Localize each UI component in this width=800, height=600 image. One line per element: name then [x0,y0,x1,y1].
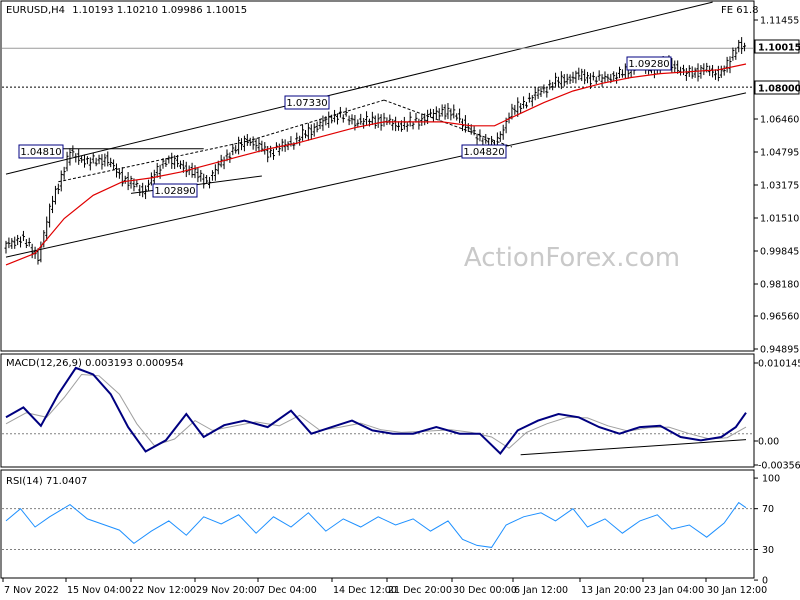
price-annotation-box [284,95,330,110]
rsi-axis: 100 70 30 0 [754,474,780,587]
rsi-line [5,501,747,548]
macd-axis: 0.010145 0.00 -0.003563 [754,359,800,472]
price-axis-tick-label: 0.94895 [760,345,799,356]
rsi-layer [2,501,753,550]
price-annotations-layer: 1.04810 1.02890 1.07330 1.04820 1.09280 FE 61… [18,5,759,198]
macd-trend-line [520,439,747,456]
price-annotation-label: 1.09280 [628,59,669,70]
price-annotation-label: 1.04820 [463,147,504,158]
channel-upper-line [5,1,713,175]
time-axis-tick-label: 14 Dec 12:00 [333,585,397,596]
macd-main-line [5,366,747,456]
rsi-axis-tick-label: 100 [762,474,780,485]
price-annotation-box [152,183,198,198]
macd-layer [2,366,753,456]
price-axis-tick-label: 1.01510 [760,214,799,225]
macd-axis-tick-label: -0.003563 [758,461,800,472]
trend-line-2 [58,140,248,183]
level-price-label: 1.08000 [758,84,800,95]
time-axis-tick-label: 29 Nov 20:00 [196,585,260,596]
rsi-header: RSI(14) 71.0407 [6,476,87,487]
macd-axis-tick-label: 0.00 [758,437,779,448]
moving-average-line [5,63,747,266]
rsi-panel-frame [0,469,755,579]
time-axis-tick-label: 21 Dec 20:00 [388,585,452,596]
price-axis: 1.114551.097701.080001.064601.047951.031… [754,16,800,356]
time-axis-tick-label: 13 Jan 20:00 [581,585,641,596]
time-axis-tick-label: 15 Nov 04:00 [67,585,131,596]
price-panel-frame [0,0,755,352]
ohlc-label: 1.10193 1.10210 1.09986 1.10015 [72,5,247,16]
price-annotation-label: 1.07330 [286,98,327,109]
price-axis-tick-label: 1.11455 [760,16,799,27]
fib-label: FE 61.8 [721,5,759,16]
macd-header: MACD(12,26,9) 0.003193 0.000954 [6,358,184,369]
current-price-label: 1.10015 [758,43,800,54]
price-axis-tick-label: 0.96560 [760,312,799,323]
time-axis-tick-label: 7 Dec 04:00 [259,585,317,596]
rsi-axis-tick-label: 30 [762,545,774,556]
price-axis-tick-label: 1.06460 [760,115,799,126]
time-axis-tick-label: 23 Jan 04:00 [644,585,704,596]
price-annotation-box [626,56,672,71]
time-axis-tick-label: 22 Nov 12:00 [132,585,196,596]
watermark-text: ActionForex.com [464,243,680,273]
channel-lower-line [5,92,747,258]
level-price-box [754,80,800,95]
price-annotation-label: 1.04810 [20,147,61,158]
time-axis-tick-label: 30 Jan 12:00 [707,585,767,596]
macd-axis-tick-label: 0.010145 [758,359,800,370]
trend-line-3 [247,99,385,142]
rsi-axis-tick-label: 70 [762,504,774,515]
price-annotation-label: 1.02890 [154,186,195,197]
symbol-label: EURUSD,H4 [6,5,65,16]
price-axis-tick-label: 0.98180 [760,280,799,291]
time-axis-tick-label: 30 Dec 00:00 [453,585,517,596]
current-price-box [754,39,800,54]
chart-header-symbol: EURUSD,H4 1.10193 1.10210 1.09986 1.1001… [6,5,247,16]
price-axis-tick-label: 0.99845 [760,247,799,258]
time-axis-tick-label: 6 Jan 12:00 [514,585,568,596]
price-annotation-box [18,144,64,159]
trend-line-4 [383,99,513,148]
macd-signal-line [5,373,747,449]
time-axis-tick-label: 7 Nov 2022 [4,585,59,596]
price-axis-tick-label: 1.03175 [760,181,799,192]
price-marks-layer [4,37,747,266]
price-axis-tick-label: 1.04795 [760,148,799,159]
price-annotation-box [461,144,507,159]
time-axis: 7 Nov 2022 15 Nov 04:00 22 Nov 12:00 29 Nov… [2,578,767,596]
macd-panel-frame [0,353,755,468]
rsi-axis-tick-label: 0 [762,576,768,587]
